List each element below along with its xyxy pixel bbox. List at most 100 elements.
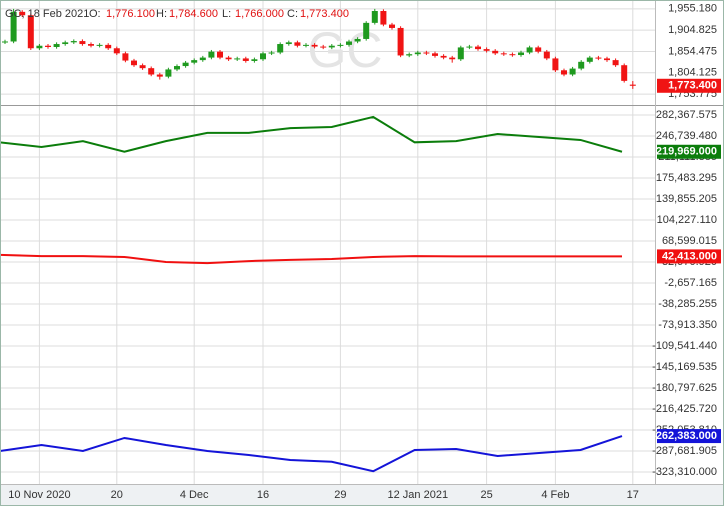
candle-body (371, 11, 378, 23)
candle-body (578, 61, 585, 69)
candle-body (156, 74, 163, 77)
watermark: GC (308, 22, 383, 78)
ohlc-name: H: (156, 8, 167, 20)
candle-body (500, 53, 507, 55)
candle-body (131, 60, 137, 66)
candle-body (174, 66, 180, 70)
ohlc-name: C: (287, 8, 298, 20)
y-tick-label: -287,681.905 (652, 445, 717, 457)
ohlc-value: 1,776.100 (106, 8, 155, 20)
candle-body (492, 50, 499, 54)
candle-body (337, 44, 344, 46)
candle-body (586, 57, 593, 62)
axes: 10 Nov 2020 20 4 Dec 16 29 12 Jan 2021 25 4 Feb… (8, 3, 721, 501)
x-tick-label: 29 (334, 489, 346, 501)
candle-body (2, 41, 8, 43)
y-tick-label: 246,739.480 (656, 130, 717, 142)
y-tick-label: -180,797.625 (652, 382, 717, 394)
candle-body (27, 15, 34, 49)
candle-body (148, 68, 155, 75)
last-value-badge (657, 249, 721, 264)
candle-body (595, 57, 602, 59)
candle-body (535, 47, 542, 52)
ohlc-name: L: (222, 8, 231, 20)
candle-body (96, 44, 103, 46)
candle-body (475, 46, 481, 50)
candle-body (612, 60, 619, 66)
header-title: GC, 18 Feb 2021 (5, 8, 89, 20)
candle-body (234, 58, 241, 60)
candle-body (449, 57, 456, 60)
last-price-badge (657, 78, 721, 93)
candle-body (354, 38, 361, 42)
candle-body (260, 53, 266, 60)
y-tick-label: -323,310.000 (652, 466, 717, 478)
candle-body (320, 46, 327, 48)
candle-body (328, 45, 335, 48)
candle-body (518, 52, 524, 56)
grid (0, 0, 655, 484)
candle-body (285, 42, 292, 45)
last-value-label: 219,969.000 (656, 146, 717, 158)
y-tick-label: 282,367.575 (656, 109, 717, 121)
candle-body (543, 51, 550, 59)
candle-body (62, 42, 69, 45)
header: GC, 18 Feb 2021 O: 1,776.100 H: 1,784.600 L:… (5, 8, 349, 20)
candle-body (629, 84, 636, 86)
candle-body (199, 57, 206, 61)
candle-body (363, 22, 370, 39)
candle-body (552, 58, 559, 71)
candle-body (88, 44, 94, 46)
ohlc-name: O: (89, 8, 101, 20)
candle-body (53, 44, 60, 47)
series-line (0, 435, 623, 473)
candle-body (242, 58, 249, 61)
candle-body (36, 45, 43, 49)
y-tick-label: 1,904.825 (668, 24, 717, 36)
x-tick-label: 4 Dec (180, 489, 209, 501)
candle-body (277, 44, 284, 53)
marks (0, 8, 636, 473)
candle-body (182, 62, 189, 67)
candle-body (294, 42, 301, 46)
y-tick-label: -73,913.350 (658, 319, 717, 331)
candle-body (604, 58, 610, 61)
y-tick-label: -216,425.720 (652, 403, 717, 415)
x-tick-label: 25 (480, 489, 492, 501)
candle-body (79, 41, 86, 45)
candle-body (45, 45, 51, 47)
candle-body (217, 51, 223, 58)
candle-body (397, 27, 404, 56)
candle-body (105, 44, 112, 49)
y-tick-label: -145,169.535 (652, 361, 717, 373)
series-line (0, 115, 623, 153)
y-tick-label: 1,804.125 (668, 67, 717, 79)
candle-body (251, 59, 258, 61)
candle-body (191, 60, 198, 63)
candle-body (569, 68, 576, 75)
candle-body (621, 65, 628, 81)
candle-body (509, 54, 516, 56)
y-tick-label: 139,855.205 (656, 193, 717, 205)
x-tick-label: 16 (257, 489, 269, 501)
last-value-badge (657, 144, 721, 159)
series-line (0, 253, 623, 265)
y-tick-label: 175,483.295 (656, 172, 717, 184)
x-tick-label: 10 Nov 2020 (8, 489, 70, 501)
ohlc-value: 1,766.000 (235, 8, 284, 20)
candle-body (526, 47, 533, 53)
candle-body (346, 41, 352, 45)
x-tick-label: 4 Feb (541, 489, 569, 501)
candle-body (380, 11, 387, 25)
candle-body (406, 54, 413, 56)
last-price-label: 1,773.400 (668, 80, 717, 92)
candle-body (561, 70, 567, 75)
candle-body (440, 55, 447, 58)
x-tick-label: 17 (627, 489, 639, 501)
candle-body (139, 65, 146, 69)
candle-body (423, 52, 430, 54)
y-tick-label: 1,854.475 (668, 45, 717, 57)
y-tick-label: 104,227.110 (657, 214, 717, 226)
